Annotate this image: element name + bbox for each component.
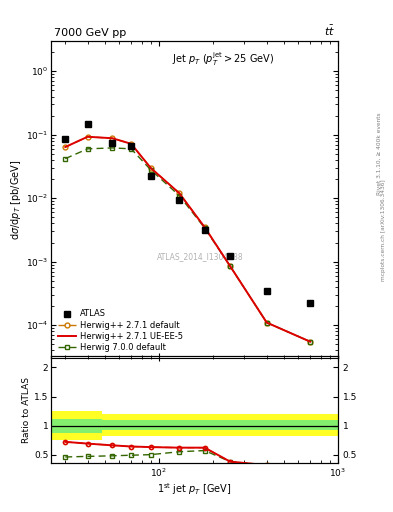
X-axis label: 1$^{\rm st}$ jet $p_T$ [GeV]: 1$^{\rm st}$ jet $p_T$ [GeV] [157,481,232,497]
Text: 7000 GeV pp: 7000 GeV pp [54,28,126,38]
Legend: ATLAS, Herwig++ 2.7.1 default, Herwig++ 2.7.1 UE-EE-5, Herwig 7.0.0 default: ATLAS, Herwig++ 2.7.1 default, Herwig++ … [55,307,186,354]
Y-axis label: Ratio to ATLAS: Ratio to ATLAS [22,377,31,442]
Text: Rivet 3.1.10, ≥ 400k events: Rivet 3.1.10, ≥ 400k events [377,112,382,195]
Text: Jet $p_T$ ($p_T^{\rm jet}>25$ GeV): Jet $p_T$ ($p_T^{\rm jet}>25$ GeV) [172,51,274,68]
Text: $t\bar{t}$: $t\bar{t}$ [324,24,335,38]
Y-axis label: d$\sigma$/d$p_T$ [pb/GeV]: d$\sigma$/d$p_T$ [pb/GeV] [9,160,23,240]
Text: ATLAS_2014_I1304688: ATLAS_2014_I1304688 [157,252,244,261]
Text: mcplots.cern.ch [arXiv:1306.3436]: mcplots.cern.ch [arXiv:1306.3436] [382,180,386,281]
